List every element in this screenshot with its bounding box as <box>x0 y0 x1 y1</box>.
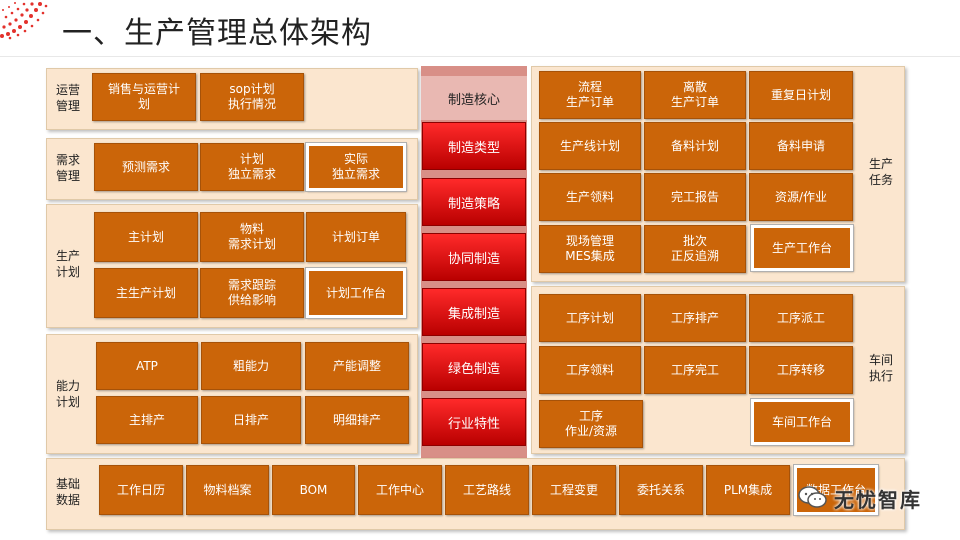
watermark-text: 无忧智库 <box>834 487 922 512</box>
box-task-11[interactable]: 生产工作台 <box>750 224 854 272</box>
box-operations-0[interactable]: 销售与运营计 划 <box>92 73 196 121</box>
panel-label-operations: 运营 管理 <box>55 83 80 113</box>
box-plan-5[interactable]: 计划工作台 <box>305 267 407 319</box>
box-base-7[interactable]: PLM集成 <box>706 465 790 515</box>
box-capacity-5[interactable]: 明细排产 <box>305 396 409 444</box>
core-item-5[interactable]: 行业特性 <box>422 398 526 446</box>
box-base-5[interactable]: 工程变更 <box>532 465 616 515</box>
box-shop-2[interactable]: 工序派工 <box>749 294 853 342</box>
core-item-0[interactable]: 制造类型 <box>422 122 526 170</box>
box-base-6[interactable]: 委托关系 <box>619 465 703 515</box>
box-task-2[interactable]: 重复日计划 <box>749 71 853 119</box>
box-shop-0[interactable]: 工序计划 <box>539 294 641 342</box>
box-shop-5[interactable]: 工序转移 <box>749 346 853 394</box>
box-task-7[interactable]: 完工报告 <box>644 173 746 221</box>
box-operations-1[interactable]: sop计划 执行情况 <box>200 73 304 121</box>
page-title: 一、生产管理总体架构 <box>62 16 372 51</box>
box-demand-0[interactable]: 预测需求 <box>94 143 198 191</box>
panel-label-demand: 需求 管理 <box>55 153 80 183</box>
box-capacity-2[interactable]: 产能调整 <box>305 342 409 390</box>
core-item-1[interactable]: 制造策略 <box>422 178 526 226</box>
box-base-1[interactable]: 物料档案 <box>186 465 269 515</box>
panel-label-workshop: 车间 执行 <box>868 353 893 383</box>
box-base-2[interactable]: BOM <box>272 465 355 515</box>
box-demand-1[interactable]: 计划 独立需求 <box>200 143 304 191</box>
box-plan-1[interactable]: 物料 需求计划 <box>200 212 304 262</box>
core-item-2[interactable]: 协同制造 <box>422 233 526 281</box>
panel-label-capacity: 能力 计划 <box>55 379 80 409</box>
box-base-4[interactable]: 工艺路线 <box>445 465 529 515</box>
box-shop-7[interactable]: 车间工作台 <box>750 398 854 446</box>
logo-dots-icon <box>0 2 48 40</box>
panel-label-base-data: 基础 数据 <box>55 477 80 507</box>
box-task-6[interactable]: 生产领料 <box>539 173 641 221</box>
box-base-0[interactable]: 工作日历 <box>99 465 183 515</box>
box-capacity-4[interactable]: 日排产 <box>201 396 301 444</box>
box-plan-4[interactable]: 需求跟踪 供给影响 <box>200 268 304 318</box>
box-demand-2[interactable]: 实际 独立需求 <box>305 142 407 192</box>
box-shop-1[interactable]: 工序排产 <box>644 294 746 342</box>
box-plan-2[interactable]: 计划订单 <box>306 212 406 262</box>
box-capacity-1[interactable]: 粗能力 <box>201 342 301 390</box>
box-shop-3[interactable]: 工序领料 <box>539 346 641 394</box>
box-capacity-3[interactable]: 主排产 <box>96 396 198 444</box>
box-task-9[interactable]: 现场管理 MES集成 <box>539 225 641 273</box>
core-title: 制造核心 <box>421 76 527 120</box>
wechat-icon <box>798 486 827 508</box>
core-item-4[interactable]: 绿色制造 <box>422 343 526 391</box>
box-shop-6[interactable]: 工序 作业/资源 <box>539 400 643 448</box>
box-plan-3[interactable]: 主生产计划 <box>94 268 198 318</box>
panel-label-production-plan: 生产 计划 <box>55 249 80 279</box>
box-task-10[interactable]: 批次 正反追溯 <box>644 225 746 273</box>
title-divider <box>0 56 960 57</box>
box-capacity-0[interactable]: ATP <box>96 342 198 390</box>
box-plan-0[interactable]: 主计划 <box>94 212 198 262</box>
box-task-1[interactable]: 离散 生产订单 <box>644 71 746 119</box>
box-task-0[interactable]: 流程 生产订单 <box>539 71 641 119</box>
core-item-3[interactable]: 集成制造 <box>422 288 526 336</box>
box-shop-4[interactable]: 工序完工 <box>644 346 746 394</box>
panel-label-tasks: 生产 任务 <box>868 157 893 187</box>
box-task-8[interactable]: 资源/作业 <box>749 173 853 221</box>
box-task-3[interactable]: 生产线计划 <box>539 122 641 170</box>
box-base-3[interactable]: 工作中心 <box>358 465 442 515</box>
box-task-5[interactable]: 备料申请 <box>749 122 853 170</box>
watermark: 无忧智库 <box>798 478 948 518</box>
box-task-4[interactable]: 备料计划 <box>644 122 746 170</box>
